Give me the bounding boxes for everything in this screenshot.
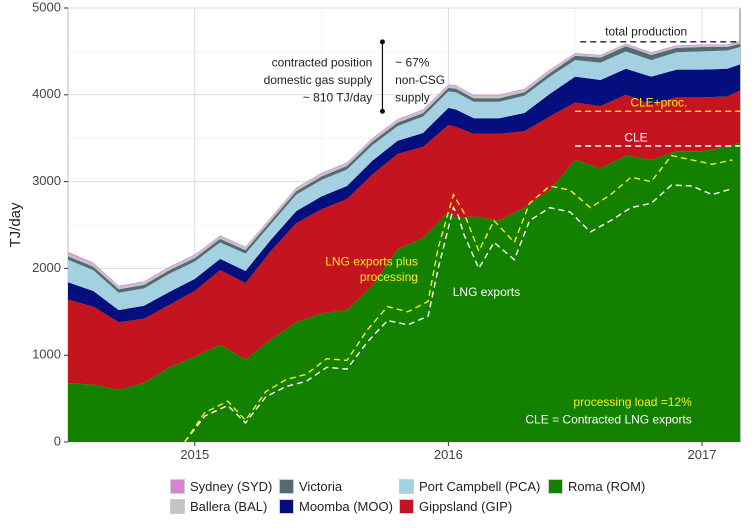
legend-key-ballera: [170, 499, 185, 514]
legend-item-gippsland: Gippsland (GIP): [399, 499, 512, 514]
annotation-810-tj-day: ~ 810 TJ/day: [303, 90, 373, 104]
legend-key-port-campbell: [399, 479, 414, 494]
y-tick-label: 0: [54, 433, 61, 448]
annotation-domestic-gas-supply: domestic gas supply: [264, 73, 373, 87]
legend-item-roma: Roma (ROM): [548, 479, 645, 494]
legend-key-moomba: [279, 499, 294, 514]
legend-item-ballera: Ballera (BAL): [170, 499, 267, 514]
annotation-cle-contracted-lng-exports: CLE = Contracted LNG exports: [525, 412, 691, 426]
line-lng-exports: [184, 184, 733, 443]
overlay-lines: [184, 41, 740, 443]
y-tick-label: 3000: [32, 173, 61, 188]
y-axis-label: TJ/day: [7, 202, 24, 248]
bracket-end-dot: [379, 108, 385, 114]
legend-key-gippsland: [399, 499, 414, 514]
legend-item-sydney: Sydney (SYD): [170, 479, 272, 494]
y-axis: 0 1000 2000 3000 4000 5000: [32, 0, 68, 448]
annotation-cle: CLE: [624, 130, 647, 144]
legend-label-port-campbell: Port Campbell (PCA): [419, 479, 541, 494]
line-lng-exports-plus-processing: [184, 154, 733, 443]
area-roma-rom: [68, 142, 740, 443]
annotation-contracted-position: contracted position: [272, 56, 373, 70]
legend-key-victoria: [279, 479, 294, 494]
annotation-processing-load-12: processing load =12%: [573, 395, 692, 409]
domestic-supply-bracket: [379, 39, 385, 114]
legend-label-gippsland: Gippsland (GIP): [419, 499, 513, 514]
annotation-lng-exports-plus: LNG exports plus: [325, 254, 418, 268]
annotation-supply: supply: [395, 90, 430, 104]
annotation-lng-exports: LNG exports: [453, 285, 520, 299]
legend-key-sydney: [170, 479, 185, 494]
area-gippsland-gip: [68, 90, 740, 390]
y-tick-label: 4000: [32, 86, 61, 101]
area-chart: total production CLE+proc. CLE contracted p…: [7, 0, 741, 462]
legend-item-victoria: Victoria: [279, 479, 342, 494]
legend-item-port-campbell: Port Campbell (PCA): [399, 479, 540, 494]
legend: Sydney (SYD) Victoria Port Campbell (PCA…: [170, 476, 730, 520]
area-moomba-moo: [68, 64, 740, 323]
y-tick-label: 1000: [32, 347, 61, 362]
annotation-non-csg: non-CSG: [395, 73, 445, 87]
annotation-total-production: total production: [605, 24, 687, 38]
y-tick-label: 2000: [32, 260, 61, 275]
x-tick-label: 2015: [180, 447, 209, 462]
legend-label-roma: Roma (ROM): [568, 479, 646, 494]
x-tick-label: 2017: [688, 447, 717, 462]
bracket-end-dot: [379, 39, 385, 45]
legend-label-victoria: Victoria: [299, 479, 343, 494]
annotation-processing: processing: [360, 270, 418, 284]
annotations: total production CLE+proc. CLE contracted p…: [264, 24, 693, 426]
annotation-67: ~ 67%: [395, 56, 430, 70]
x-tick-label: 2016: [434, 447, 463, 462]
x-axis: 2015 2016 2017: [180, 442, 716, 462]
legend-label-ballera: Ballera (BAL): [190, 499, 268, 514]
legend-label-sydney: Sydney (SYD): [190, 479, 273, 494]
stacked-areas: [68, 40, 740, 443]
legend-label-moomba: Moomba (MOO): [299, 499, 393, 514]
legend-item-moomba: Moomba (MOO): [279, 499, 393, 514]
y-tick-label: 5000: [32, 0, 61, 14]
annotation-cle-proc: CLE+proc.: [630, 96, 687, 110]
legend-key-roma: [548, 479, 563, 494]
